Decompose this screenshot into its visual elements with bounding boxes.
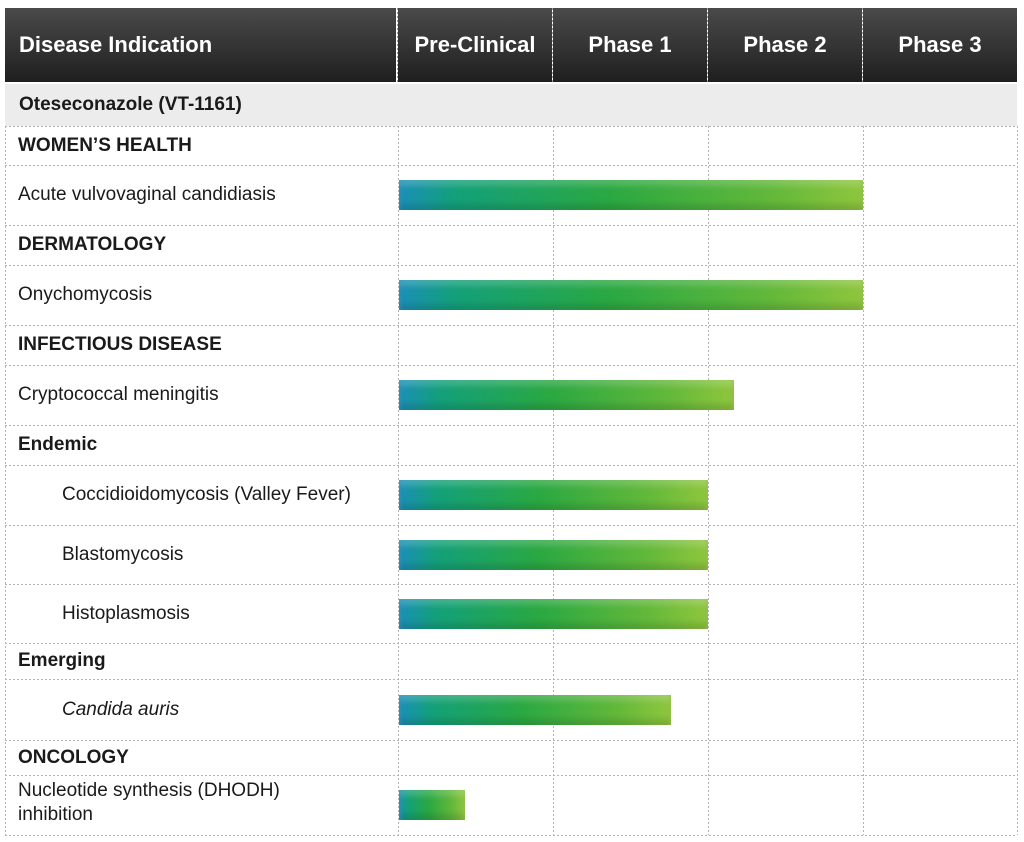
header-indication-cell: Disease Indication xyxy=(5,8,396,82)
indication-label: Histoplasmosis xyxy=(62,602,190,624)
header-phase3-cell: Phase 3 xyxy=(863,8,1017,82)
header-phase1-label: Phase 1 xyxy=(588,32,672,57)
indication-label: Onychomycosis xyxy=(18,284,153,305)
indication-label: Candida auris xyxy=(62,698,180,720)
header-phase3-label: Phase 3 xyxy=(898,32,982,57)
section-label: DERMATOLOGY xyxy=(18,234,167,255)
indication-label: Coccidioidomycosis (Valley Fever) xyxy=(62,484,351,505)
progress-bar xyxy=(399,280,863,310)
progress-bar xyxy=(399,790,465,820)
progress-bar xyxy=(399,599,708,629)
header-phase1-cell: Phase 1 xyxy=(553,8,707,82)
section-label: INFECTIOUS DISEASE xyxy=(18,334,222,355)
progress-bar xyxy=(399,540,708,570)
indication-label: Blastomycosis xyxy=(62,543,184,565)
progress-bar xyxy=(399,480,708,510)
indication-label: Acute vulvovaginal candidiasis xyxy=(18,184,276,205)
drug-name-band: Oteseconazole (VT-1161) xyxy=(5,84,1017,126)
drug-name: Oteseconazole (VT-1161) xyxy=(19,94,242,115)
section-label: ONCOLOGY xyxy=(18,746,129,768)
header-phase2-cell: Phase 2 xyxy=(708,8,862,82)
progress-bar xyxy=(399,695,671,725)
header-preclinical-cell: Pre-Clinical xyxy=(398,8,552,82)
section-label: Emerging xyxy=(18,650,106,671)
section-label: Endemic xyxy=(18,434,98,455)
indication-label: Nucleotide synthesis (DHODH) inhibition xyxy=(18,780,280,825)
header-indication-label: Disease Indication xyxy=(19,32,213,57)
progress-bar xyxy=(399,380,734,410)
header-phase2-label: Phase 2 xyxy=(743,32,827,57)
header-preclinical-label: Pre-Clinical xyxy=(414,32,536,57)
section-label: WOMEN’S HEALTH xyxy=(18,134,192,156)
indication-label: Cryptococcal meningitis xyxy=(18,384,219,405)
progress-bar xyxy=(399,180,863,210)
